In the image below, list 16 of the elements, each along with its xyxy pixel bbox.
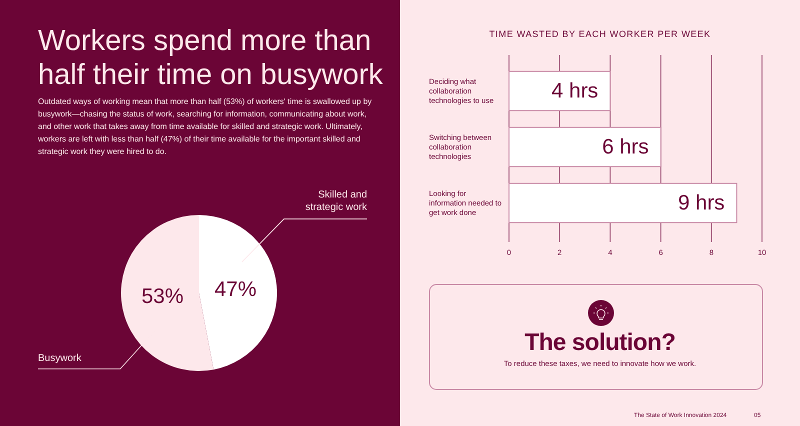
chart-title: TIME WASTED BY EACH WORKER PER WEEK [489, 29, 711, 39]
slice-label: Skilled and strategic work [305, 189, 368, 213]
pie-slice [199, 215, 277, 370]
text: The solution? [524, 329, 676, 356]
chart-subtitle: Outdated ways of working mean that more than half (53%) of workers' time is swallowed up by busywork—chasing the status of work, searching for information, communicating about work, and other work that takes away from time available for skilled and strategic work. Ultimately, workers are left with less than half (47%) of their time available for the important skilled and strategic work they were hired to do. [37, 97, 372, 156]
bar [508, 126, 662, 168]
data-label: 53% [141, 284, 184, 308]
pie-slice [121, 215, 214, 371]
data-label: 6 hrs [602, 136, 649, 158]
bar [508, 182, 738, 224]
data-label: 4 hrs [552, 80, 598, 102]
data-label: 9 hrs [678, 192, 725, 214]
chart-title: Workers spend more than half their time on busywork [38, 25, 384, 91]
data-label: 47% [214, 278, 257, 302]
slice-label: Busywork [38, 352, 82, 364]
bar [508, 70, 611, 112]
